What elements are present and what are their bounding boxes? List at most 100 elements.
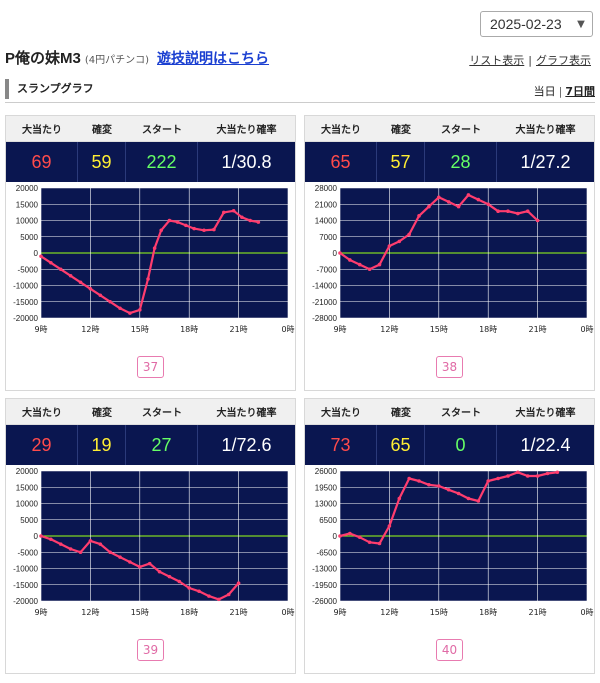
header-hit-rate: 大当たり確率 (515, 125, 576, 136)
machine-type: (4円パチンコ) (84, 55, 150, 66)
start-value: 28 (425, 142, 497, 182)
data-point (157, 569, 162, 574)
data-point (118, 306, 122, 311)
data-point (98, 293, 103, 298)
start-value: 0 (425, 425, 497, 465)
guide-link[interactable]: 遊技説明はこちら (157, 51, 270, 67)
data-point (506, 209, 510, 214)
x-tick-label: 9時 (333, 608, 346, 617)
header-kakuhen: 確変 (92, 408, 112, 419)
y-tick-label: -14000 (312, 282, 337, 291)
data-point (357, 535, 362, 540)
data-point (128, 311, 132, 315)
header-big-hits: 大当たり (22, 125, 62, 136)
range-today-link[interactable]: 当日 (533, 85, 556, 98)
y-tick-label: 0 (34, 249, 39, 258)
y-tick-label: -19500 (312, 581, 337, 590)
date-value: 2025-02-23 (490, 16, 562, 32)
header-hit-rate: 大当たり確率 (216, 408, 277, 419)
header-kakuhen: 確変 (92, 125, 112, 136)
data-point (167, 574, 172, 579)
graph-view-link[interactable]: グラフ表示 (536, 54, 591, 67)
slump-graph: 20000 15000 10000 5000 0 -5000 -10000 -15000 -20… (13, 467, 294, 617)
data-point (108, 299, 112, 304)
range-7days-link[interactable]: 7日間 (565, 85, 595, 98)
y-tick-label: -5000 (18, 548, 39, 557)
data-point (377, 541, 382, 546)
data-point (98, 542, 103, 546)
x-tick-label: 21時 (529, 608, 547, 617)
big-hits-value: 73 (305, 425, 377, 465)
y-tick-label: 0 (333, 249, 338, 258)
date-select[interactable]: 2025-02-23 ▼ (480, 11, 593, 37)
data-point (496, 476, 500, 481)
data-point (446, 200, 451, 204)
data-point (212, 227, 216, 232)
data-point (466, 193, 471, 197)
data-point (167, 218, 172, 223)
data-point (466, 496, 471, 501)
y-tick-label: 20000 (16, 184, 39, 193)
y-tick-label: 13000 (315, 500, 338, 509)
data-point (88, 539, 93, 543)
x-tick-label: 15時 (131, 325, 149, 334)
machine-number-button[interactable]: 39 (137, 639, 164, 661)
data-point (486, 479, 490, 483)
kakuhen-value: 19 (78, 425, 126, 465)
data-point (68, 273, 73, 278)
y-tick-label: -21000 (312, 298, 337, 307)
machine-number-button[interactable]: 37 (137, 356, 164, 378)
y-tick-label: -28000 (312, 314, 337, 323)
data-point (427, 482, 431, 487)
y-tick-label: 6500 (319, 516, 337, 525)
data-point (39, 254, 43, 259)
header-hit-rate: 大当たり確率 (515, 408, 576, 419)
data-point (175, 220, 180, 224)
data-point (397, 239, 402, 244)
y-tick-label: 10000 (16, 217, 39, 226)
data-point (240, 215, 244, 220)
x-tick-label: 0時 (281, 325, 294, 334)
machine-panel: 大当たり 確変 スタート 大当たり確率 69 59 222 1/30.8 20000 15000 1… (5, 115, 296, 391)
data-point (226, 592, 231, 597)
machine-number-button[interactable]: 38 (436, 356, 463, 378)
data-point (78, 280, 83, 285)
x-tick-label: 18時 (180, 325, 198, 334)
x-tick-label: 12時 (380, 325, 398, 334)
y-tick-label: 0 (333, 532, 338, 541)
y-tick-label: -26000 (312, 597, 337, 606)
data-point (128, 560, 132, 564)
section-header: スランプグラフ 当日 | 7日間 (5, 77, 595, 103)
big-hits-value: 69 (6, 142, 78, 182)
list-view-link[interactable]: リスト表示 (469, 54, 525, 67)
data-point (338, 251, 342, 255)
y-tick-label: 5000 (20, 516, 38, 525)
data-point (516, 211, 520, 216)
header-kakuhen: 確変 (391, 125, 411, 136)
data-point (437, 195, 441, 200)
data-point (555, 470, 560, 475)
y-tick-label: 15000 (16, 483, 39, 492)
y-tick-label: -7000 (317, 265, 338, 274)
data-point (506, 474, 510, 478)
data-point (217, 597, 221, 602)
data-point (338, 534, 342, 538)
slump-graph: 28000 21000 14000 7000 0 -7000 -14000 -21000 -28… (312, 184, 593, 334)
data-point (49, 537, 53, 542)
view-separator: | (528, 54, 532, 67)
header-start: スタート (441, 408, 481, 419)
data-point (177, 579, 182, 584)
data-point (456, 491, 461, 496)
x-tick-label: 15時 (430, 325, 448, 334)
machine-number-button[interactable]: 40 (436, 639, 463, 661)
y-tick-label: -10000 (13, 565, 38, 574)
data-point (446, 487, 451, 492)
data-point (535, 218, 540, 223)
data-point (118, 555, 122, 559)
x-tick-label: 18時 (479, 325, 497, 334)
x-tick-label: 0時 (580, 325, 593, 334)
y-tick-label: -5000 (18, 265, 39, 274)
data-point (78, 550, 83, 555)
y-tick-label: 20000 (16, 467, 39, 476)
chevron-down-icon[interactable]: ▼ (577, 18, 585, 30)
